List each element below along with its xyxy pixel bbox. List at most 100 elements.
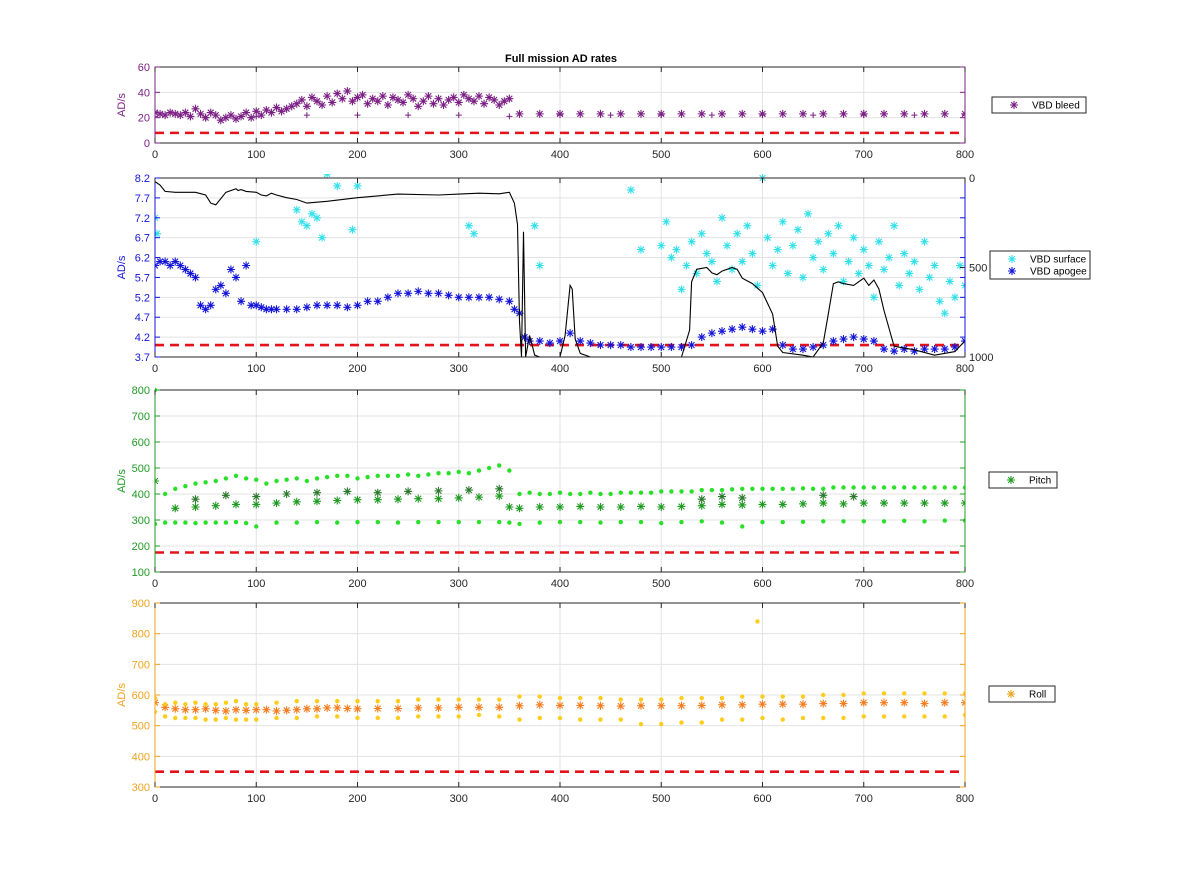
data-point [193,700,198,705]
data-point [658,112,665,119]
x-tick-label: 0 [152,578,158,590]
data-point [677,701,686,710]
data-point [637,109,645,118]
data-point [282,706,291,715]
data-point [535,261,544,270]
data-point [404,289,413,298]
y-tick-label: 7.2 [135,213,150,225]
data-point [738,323,747,332]
data-point [348,225,357,234]
legend: VBD bleed [991,96,1087,114]
legend-marker [1008,255,1016,263]
x-tick-label: 200 [348,578,366,590]
data-point [758,327,767,336]
data-point [335,520,340,525]
data-point [677,109,686,118]
data-point [373,704,382,713]
data-point [495,101,504,109]
data-point [232,273,240,282]
data-point [900,698,909,707]
data-point [608,491,613,497]
data-point [395,520,401,525]
data-point [294,520,299,525]
y-tick-label: 4.7 [135,312,150,324]
y-axis-label: AD/s [116,93,128,117]
data-point [672,245,681,254]
data-point [323,92,332,101]
data-point [373,297,382,306]
series-pitch [155,477,965,513]
data-point [557,490,563,495]
y-tick-label: 3.7 [135,352,150,364]
data-point [304,478,310,484]
y2-tick-label: 1000 [969,352,993,364]
data-point [763,233,772,242]
x-tick-label: 800 [956,363,974,375]
data-point [193,520,198,526]
data-point [839,335,848,344]
data-point [429,99,438,108]
x-tick-label: 800 [956,793,974,805]
data-point [718,327,726,336]
data-point [343,303,352,312]
data-point [920,699,929,708]
data-point [758,700,767,709]
data-point [537,694,542,699]
data-point [535,700,544,709]
data-point [638,490,644,495]
data-point [505,297,514,306]
x-tick-label: 700 [855,363,873,375]
x-tick-label: 400 [551,363,569,375]
data-point [242,108,251,117]
data-point [520,333,529,342]
data-point [748,249,757,258]
data-point [880,345,888,354]
data-point [475,493,483,502]
data-point [902,485,907,490]
y-tick-label: 60 [138,62,150,74]
data-point [679,489,684,494]
data-point [292,205,301,214]
data-point [738,700,747,709]
data-point [383,293,392,302]
data-point [173,700,178,705]
x-tick-label: 0 [152,363,158,375]
data-point [254,524,259,529]
y-tick-label: 700 [132,411,150,423]
data-point [162,702,168,707]
data-point [459,90,468,99]
data-point [161,111,170,120]
data-point [760,694,765,699]
data-point [196,301,205,310]
data-point [436,519,441,525]
data-point [252,301,261,310]
data-point [940,499,949,508]
data-point [859,499,868,508]
data-point [211,706,220,715]
data-point [687,341,696,350]
x-tick-label: 600 [753,578,771,590]
data-point [819,699,828,708]
data-point [252,237,261,246]
data-point [201,305,210,314]
data-point [755,619,760,624]
data-point [495,492,504,501]
legend-marker [1007,690,1015,698]
data-point [626,185,635,194]
y-tick-label: 300 [132,782,150,794]
data-point [314,519,320,525]
series-aux-1 [155,112,965,121]
data-point [738,257,747,266]
x-tick-label: 500 [652,578,670,590]
data-point [353,301,362,310]
data-point [343,87,352,96]
data-point [773,245,782,254]
data-point [607,112,614,119]
data-point [434,94,443,103]
data-point [414,494,423,503]
y-tick-label: 900 [132,598,150,610]
data-point [373,97,382,106]
data-point [637,502,645,511]
data-point [162,520,168,525]
data-point [162,714,168,719]
